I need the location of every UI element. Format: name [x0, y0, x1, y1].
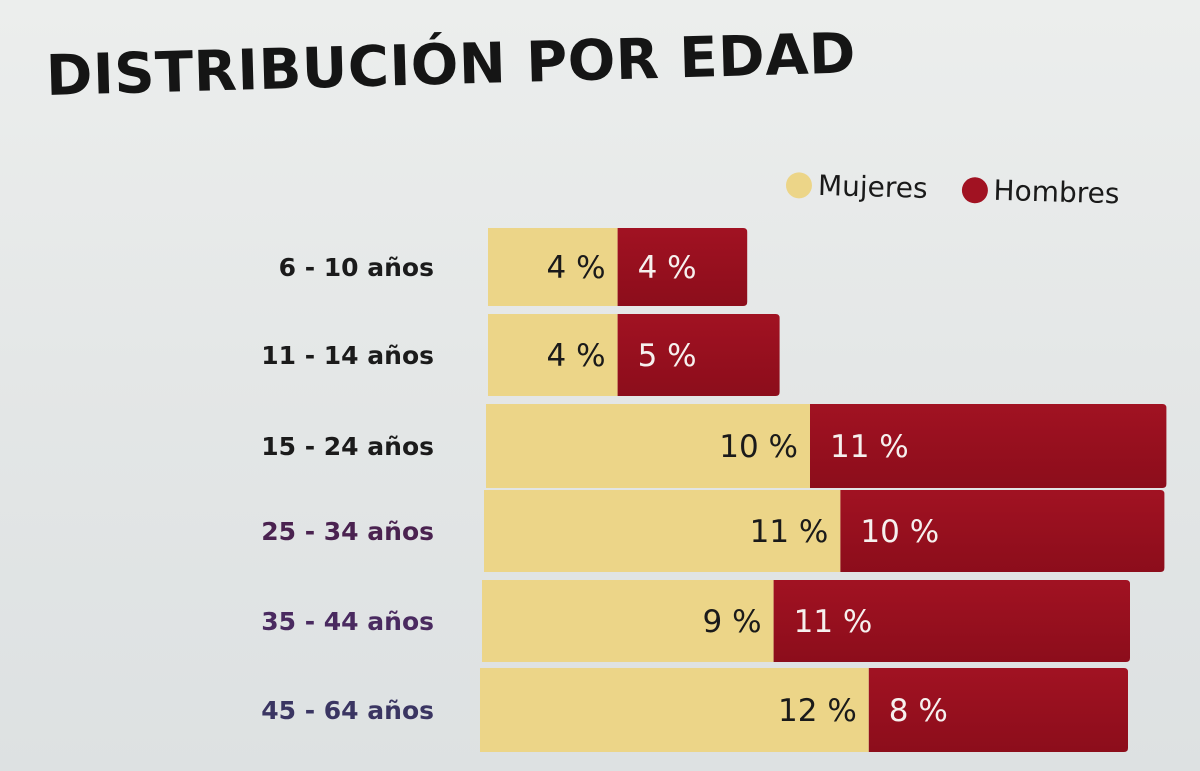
category-label: 45 - 64 años — [261, 696, 434, 725]
value-label-hombres: 4 % — [638, 250, 697, 286]
value-label-hombres: 11 % — [794, 604, 873, 640]
bar-row: 11 - 14 años 4 % 5 % — [261, 314, 780, 396]
value-label-mujeres: 9 % — [703, 604, 762, 640]
bar-row: 15 - 24 años 10 % 11 % — [261, 404, 1167, 488]
value-label-mujeres: 11 % — [750, 514, 829, 550]
value-label-hombres: 5 % — [638, 338, 697, 374]
bar-mujeres — [488, 314, 618, 396]
bar-mujeres — [488, 228, 618, 306]
category-label: 25 - 34 años — [261, 517, 434, 546]
bar-row: 6 - 10 años 4 % 4 % — [279, 228, 748, 306]
bar-mujeres — [482, 580, 774, 662]
bar-row: 35 - 44 años 9 % 11 % — [261, 580, 1130, 662]
category-label: 35 - 44 años — [261, 607, 434, 636]
value-label-hombres: 8 % — [889, 693, 948, 729]
category-label: 15 - 24 años — [261, 432, 434, 461]
value-label-mujeres: 12 % — [778, 693, 857, 729]
bar-mujeres — [484, 490, 841, 572]
bar-hombres — [840, 490, 1165, 572]
bar-row: 45 - 64 años 12 % 8 % — [261, 668, 1128, 752]
value-label-mujeres: 4 % — [547, 250, 606, 286]
value-label-hombres: 10 % — [860, 514, 939, 550]
category-label: 6 - 10 años — [279, 253, 434, 282]
bar-hombres — [868, 668, 1128, 752]
category-label: 11 - 14 años — [261, 341, 434, 370]
bar-hombres — [617, 228, 748, 306]
bar-hombres — [773, 580, 1130, 662]
bar-hombres — [810, 404, 1167, 488]
value-label-hombres: 11 % — [830, 429, 909, 465]
bar-mujeres — [480, 668, 869, 752]
value-label-mujeres: 10 % — [719, 429, 798, 465]
bar-mujeres — [486, 404, 810, 488]
bar-hombres — [617, 314, 780, 396]
bar-row: 25 - 34 años 11 % 10 % — [261, 490, 1165, 572]
value-label-mujeres: 4 % — [547, 338, 606, 374]
